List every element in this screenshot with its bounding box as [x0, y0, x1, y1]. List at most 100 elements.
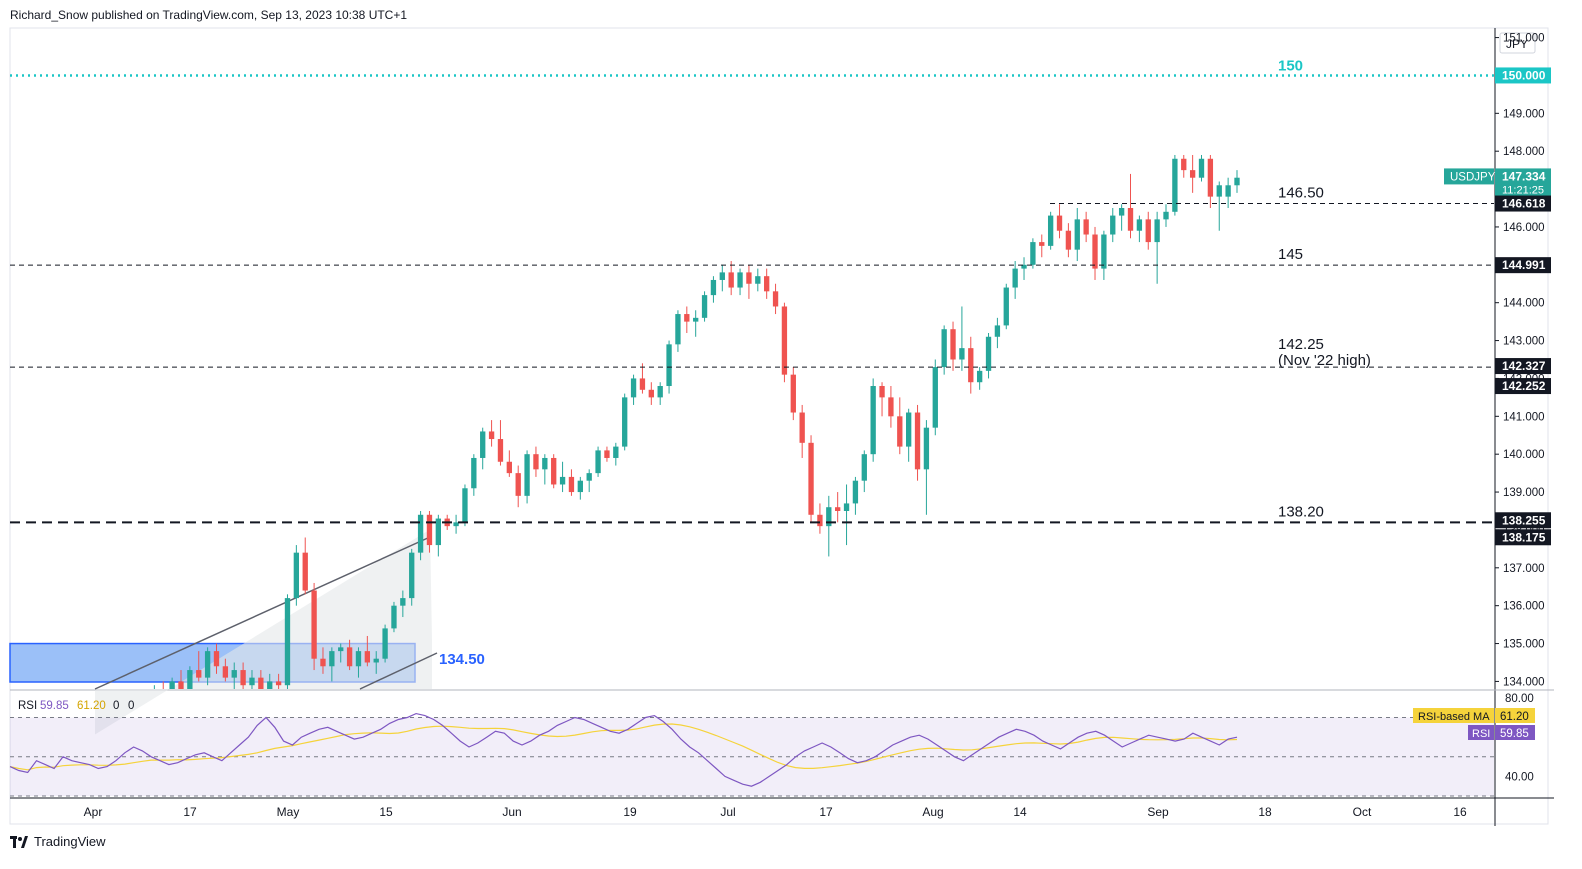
candle-body — [1047, 215, 1054, 246]
candle-body — [1065, 230, 1072, 250]
price-tag-value: 142.252 — [1502, 379, 1546, 393]
price-tick-label: 148.000 — [1503, 146, 1545, 158]
candle-body — [382, 628, 388, 659]
candle-body — [311, 590, 317, 659]
price-tag-countdown: 11:21:25 — [1502, 184, 1544, 196]
rsi-tag-label: RSI — [1472, 728, 1490, 740]
candle-body — [559, 476, 566, 485]
candle-body — [551, 457, 557, 485]
candle-body — [1234, 177, 1240, 186]
publisher-attribution: Richard_Snow published on TradingView.co… — [10, 8, 408, 22]
time-tick-label: 14 — [1013, 805, 1027, 819]
price-tag — [1495, 529, 1551, 546]
candle-body — [204, 651, 211, 678]
time-tick-label: Aug — [922, 805, 943, 819]
currency-box[interactable] — [1499, 32, 1536, 54]
candle-body — [772, 291, 779, 307]
price-tag — [1495, 378, 1551, 395]
candle-body — [480, 431, 486, 458]
candles-layer — [153, 154, 1240, 689]
candle-body — [222, 666, 229, 678]
price-tag-value: 144.991 — [1502, 258, 1546, 272]
symbol-tag-label: USDJPY — [1450, 171, 1496, 183]
symbol-tag — [1444, 168, 1494, 185]
candle-body — [1198, 158, 1205, 178]
candle-body — [870, 386, 876, 455]
rsi-extra-2: 0 — [128, 700, 134, 712]
footer: TradingView — [10, 834, 106, 849]
level-label-146-50: 146.50 — [1278, 185, 1324, 202]
candle-body — [950, 329, 956, 360]
candle-body — [959, 348, 965, 360]
time-tick-label: Oct — [1353, 805, 1372, 819]
price-tag-value: 138.255 — [1502, 513, 1546, 527]
candle-body — [488, 431, 495, 440]
candle-body — [985, 336, 992, 371]
candle-body — [329, 651, 335, 667]
price-tag — [1495, 512, 1551, 529]
candle-body — [196, 670, 202, 678]
candle-body — [1145, 219, 1151, 243]
candle-body — [1172, 158, 1178, 212]
candle-body — [1092, 234, 1098, 269]
price-tick-label: 134.000 — [1503, 676, 1545, 688]
candle-body — [1154, 219, 1160, 243]
price-tag — [1495, 67, 1551, 84]
time-axis[interactable]: Apr 17 May 15 Jun 19 Jul 17 Aug 14 Sep 18 Oct 16 — [84, 805, 1467, 819]
price-tick-label: 135.000 — [1503, 639, 1545, 651]
candle-body — [417, 514, 424, 553]
time-tick-label: May — [277, 805, 300, 819]
candle-body — [719, 272, 725, 280]
level-label-150: 150 — [1278, 57, 1303, 74]
rsi-tag-label-bg — [1468, 725, 1494, 740]
rsi-band — [10, 717, 1494, 796]
level-sublabel: (Nov '22 high) — [1278, 352, 1371, 369]
rsi-ma-value: 61.20 — [77, 700, 106, 712]
candle-body — [941, 329, 947, 368]
candle-body — [914, 412, 921, 470]
time-tick-label: Jul — [720, 805, 735, 819]
candle-body — [471, 457, 477, 489]
price-tag — [1495, 257, 1551, 274]
candle-body — [178, 681, 184, 689]
candle-body — [684, 314, 690, 322]
candle-body — [879, 386, 885, 398]
candle-body — [622, 397, 628, 447]
candle-body — [639, 378, 646, 390]
rsi-ma-tag-bg — [1495, 708, 1535, 723]
rsi-tick-label: 80.00 — [1505, 693, 1534, 705]
candle-body — [710, 279, 717, 296]
candle-body — [905, 412, 912, 447]
rsi-ma-tag-value: 61.20 — [1500, 711, 1529, 723]
price-tag-value: 150.000 — [1502, 68, 1546, 82]
candle-body — [613, 446, 619, 458]
time-tick-label: 16 — [1453, 805, 1467, 819]
rsi-ma-tag-label-bg — [1413, 708, 1494, 723]
candle-body — [568, 476, 575, 493]
candle-body — [267, 681, 273, 689]
candle-body — [1039, 242, 1045, 246]
channel-shading — [95, 529, 432, 735]
time-tick-label: 18 — [1258, 805, 1272, 819]
candle-body — [213, 651, 220, 667]
candle-body — [542, 457, 548, 470]
candle-body — [693, 317, 699, 322]
candle-body — [1207, 158, 1214, 197]
price-tick-label: 151.000 — [1503, 33, 1545, 45]
candle-body — [817, 514, 823, 527]
candle-body — [515, 473, 521, 496]
candle-body — [861, 454, 867, 481]
candle-body — [373, 658, 379, 663]
candle-body — [923, 427, 930, 470]
candle-body — [1189, 170, 1196, 178]
price-tag-value: 138.175 — [1502, 530, 1546, 544]
rsi-title[interactable]: RSI — [18, 700, 37, 712]
candle-body — [1101, 234, 1107, 269]
candle-body — [764, 276, 770, 292]
time-tick-label: 15 — [379, 805, 393, 819]
candle-body — [1136, 219, 1143, 231]
grid-layer — [9, 27, 1554, 826]
candle-body — [400, 598, 406, 606]
